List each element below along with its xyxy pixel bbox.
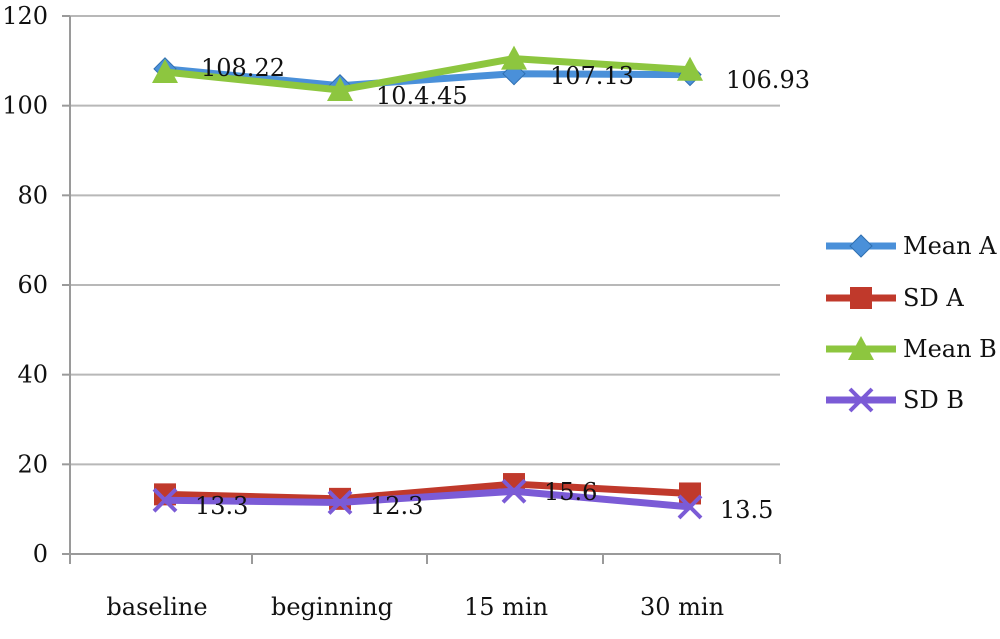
axes: [62, 15, 781, 564]
data-label-sd-a-baseline: 13.3: [195, 492, 248, 520]
legend-label-sd-b: SD B: [903, 386, 964, 414]
series-line-mean-b: [164, 55, 691, 94]
legend-item-sd-b: SD B: [826, 386, 964, 414]
data-label-mean-a-30-min: 106.93: [726, 66, 810, 94]
legend-item-mean-b: Mean B: [826, 335, 997, 363]
series-line-mean-a: [164, 65, 691, 90]
legend-item-sd-a: SD A: [826, 284, 964, 312]
data-label-mean-a-baseline: 108.22: [201, 54, 285, 82]
legend-marker-sd-b: [848, 387, 874, 413]
y-tick-label-60: 60: [17, 271, 48, 299]
data-point-sd-b-15-min: [501, 478, 527, 504]
y-tick-label-100: 100: [2, 92, 48, 120]
series-line-sd-b: [164, 487, 691, 511]
data-labels: 108.22 10.4.45 107.13 106.93 13.3 12.3 15.6 13.…: [195, 54, 810, 524]
data-point-sd-b-beginning: [327, 490, 353, 515]
x-tick-label-baseline: baseline: [106, 593, 207, 621]
data-point-mean-b-baseline: [152, 59, 178, 84]
x-tick-label-beginning: beginning: [271, 593, 393, 621]
y-tick-label-40: 40: [17, 361, 48, 389]
y-tick-label-80: 80: [17, 181, 48, 209]
data-label-sd-a-15-min: 15.6: [544, 478, 597, 506]
legend-label-mean-b: Mean B: [903, 335, 997, 363]
legend-label-mean-a: Mean A: [903, 232, 997, 260]
series-line-sd-a: [164, 480, 691, 503]
series-sd-b: [152, 478, 703, 520]
x-tick-label-30-min: 30 min: [640, 593, 724, 621]
legend-label-sd-a: SD A: [903, 284, 964, 312]
y-axis-tick-labels: 0 20 40 60 80 100 120: [2, 2, 48, 568]
data-point-sd-b-baseline: [152, 487, 178, 513]
legend-marker-mean-a: [849, 234, 873, 258]
data-point-sd-b-30-min: [677, 494, 703, 520]
x-tick-label-15-min: 15 min: [464, 593, 548, 621]
data-label-mean-a-15-min: 107.13: [550, 62, 634, 90]
legend: Mean A SD A Mean B SD B: [826, 232, 997, 414]
data-point-mean-b-beginning: [327, 76, 353, 101]
y-tick-label-0: 0: [33, 540, 48, 568]
data-label-sd-a-30-min: 13.5: [720, 496, 773, 524]
y-tick-label-120: 120: [2, 2, 48, 30]
gridlines: [70, 15, 780, 466]
legend-item-mean-a: Mean A: [826, 232, 997, 260]
data-label-sd-a-beginning: 12.3: [370, 492, 423, 520]
data-point-mean-b-30-min: [677, 56, 703, 81]
series-mean-b: [152, 45, 703, 101]
y-tick-label-20: 20: [17, 450, 48, 478]
legend-marker-sd-a: [850, 287, 872, 309]
series-lines: [152, 45, 703, 520]
legend-marker-mean-b: [848, 336, 874, 360]
data-label-mean-a-beginning: 10.4.45: [376, 82, 468, 110]
data-point-mean-b-15-min: [501, 45, 527, 70]
x-axis-tick-labels: baseline beginning 15 min 30 min: [106, 593, 724, 621]
